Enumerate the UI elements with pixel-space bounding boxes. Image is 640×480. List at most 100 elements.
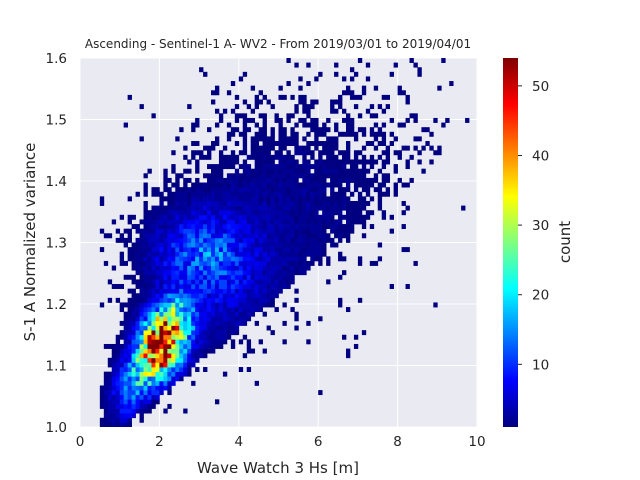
heatmap-cell <box>155 334 160 340</box>
heatmap-cell <box>266 136 271 142</box>
heatmap-cell <box>230 237 236 243</box>
heatmap-cell <box>238 191 244 197</box>
heatmap-cell <box>294 288 299 294</box>
heatmap-cell <box>159 288 164 294</box>
heatmap-cell <box>211 260 216 266</box>
heatmap-cell <box>242 302 248 308</box>
heatmap-cell <box>254 150 259 156</box>
heatmap-cell <box>167 380 172 386</box>
heatmap-cell <box>302 265 307 271</box>
heatmap-cell <box>199 348 204 354</box>
heatmap-cell <box>203 297 208 303</box>
heatmap-cell <box>175 357 180 363</box>
heatmap-cell <box>234 293 240 299</box>
heatmap-cell <box>286 274 291 280</box>
heatmap-cell <box>270 219 275 225</box>
heatmap-cell <box>151 247 156 253</box>
heatmap-cell <box>226 330 232 336</box>
heatmap-cell <box>278 150 283 156</box>
heatmap-cell <box>334 99 339 105</box>
heatmap-cell <box>274 270 279 276</box>
heatmap-cell <box>207 242 212 248</box>
heatmap-cell <box>123 422 128 427</box>
heatmap-cell <box>222 334 228 340</box>
heatmap-cell <box>314 210 319 216</box>
heatmap-cell <box>147 343 152 349</box>
heatmap-cell <box>409 154 414 160</box>
heatmap-cell <box>357 168 363 174</box>
heatmap-cell <box>397 177 402 183</box>
heatmap-cell <box>179 357 184 363</box>
heatmap-cell <box>242 353 248 359</box>
heatmap-cell <box>361 168 367 174</box>
heatmap-cell <box>246 339 252 345</box>
heatmap-cell <box>361 196 367 202</box>
heatmap-cell <box>191 191 196 197</box>
heatmap-cell <box>373 122 379 128</box>
heatmap-cell <box>167 274 172 280</box>
heatmap-cell <box>155 367 160 372</box>
heatmap-cell <box>163 320 168 326</box>
heatmap-cell <box>290 247 295 253</box>
heatmap-cell <box>151 284 156 289</box>
heatmap-cell <box>250 228 256 234</box>
heatmap-cell <box>254 94 259 100</box>
heatmap-cell <box>334 196 339 202</box>
heatmap-cell <box>262 224 267 230</box>
heatmap-cell <box>171 288 176 294</box>
heatmap-cell <box>175 330 180 336</box>
heatmap-cell <box>163 224 168 230</box>
heatmap-cell <box>203 71 208 77</box>
heatmap-cell <box>318 159 323 165</box>
heatmap-cell <box>254 307 259 313</box>
heatmap-cell <box>214 122 220 128</box>
heatmap-cell <box>401 210 406 216</box>
heatmap-cell <box>155 325 160 331</box>
heatmap-cell <box>282 214 287 220</box>
heatmap-cell <box>139 293 144 299</box>
heatmap-cell <box>214 311 220 317</box>
heatmap-cell <box>218 164 224 170</box>
heatmap-cell <box>266 270 271 276</box>
heatmap-cell <box>445 117 450 123</box>
heatmap-cell <box>278 154 283 160</box>
heatmap-cell <box>199 187 204 193</box>
heatmap-cell <box>246 196 252 202</box>
heatmap-cell <box>191 127 196 133</box>
heatmap-cell <box>286 159 291 165</box>
heatmap-cell <box>302 117 307 123</box>
heatmap-cell <box>207 251 212 257</box>
heatmap-cell <box>230 228 236 234</box>
heatmap-cell <box>183 177 188 183</box>
heatmap-cell <box>250 242 256 248</box>
heatmap-cell <box>131 265 136 271</box>
heatmap-cell <box>234 182 240 188</box>
heatmap-cell <box>310 187 315 193</box>
heatmap-cell <box>326 260 331 266</box>
heatmap-cell <box>127 339 132 345</box>
heatmap-cell <box>377 196 383 202</box>
heatmap-cell <box>139 237 144 243</box>
heatmap-cell <box>361 177 367 183</box>
heatmap-cell <box>278 159 283 165</box>
heatmap-cell <box>167 293 172 299</box>
heatmap-cell <box>195 200 200 206</box>
heatmap-cell <box>306 141 311 146</box>
heatmap-cell <box>135 316 140 322</box>
heatmap-cell <box>195 122 200 128</box>
heatmap-cell <box>282 279 287 285</box>
heatmap-cell <box>207 274 212 280</box>
heatmap-cell <box>218 219 224 225</box>
heatmap-cell <box>278 173 283 179</box>
heatmap-cell <box>111 403 117 409</box>
heatmap-cell <box>365 187 371 193</box>
heatmap-cell <box>254 297 259 303</box>
heatmap-cell <box>183 270 188 276</box>
heatmap-cell <box>294 297 299 303</box>
heatmap-cell <box>191 224 196 230</box>
heatmap-cell <box>286 256 291 262</box>
heatmap-cell <box>262 260 267 266</box>
heatmap-cell <box>119 256 125 262</box>
heatmap-cell <box>298 214 303 220</box>
heatmap-cell <box>302 247 307 253</box>
